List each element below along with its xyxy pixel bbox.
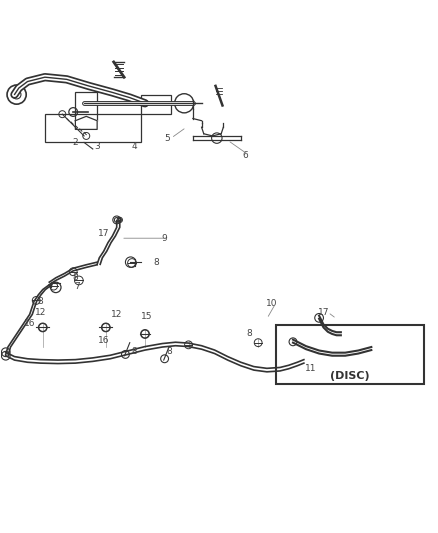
Text: 8: 8	[153, 257, 159, 266]
Text: 8: 8	[73, 273, 78, 282]
Circle shape	[12, 90, 21, 99]
Text: 17: 17	[318, 308, 329, 317]
Text: 8: 8	[131, 347, 137, 356]
Text: 2: 2	[73, 138, 78, 147]
Bar	[141, 94, 171, 114]
Text: 5: 5	[164, 134, 170, 143]
Text: 9: 9	[162, 233, 167, 243]
Text: (DISC): (DISC)	[330, 371, 369, 381]
Text: 7: 7	[74, 281, 81, 290]
Text: 11: 11	[305, 364, 316, 373]
Text: 15: 15	[141, 312, 153, 321]
Text: 8: 8	[247, 329, 252, 338]
Bar	[45, 114, 141, 142]
Text: 12: 12	[111, 310, 122, 319]
Text: 8: 8	[38, 297, 43, 306]
Text: 6: 6	[242, 151, 248, 160]
Text: 8: 8	[166, 347, 172, 356]
Text: 16: 16	[98, 336, 110, 345]
Bar	[276, 325, 424, 384]
Text: 3: 3	[94, 142, 100, 151]
Polygon shape	[75, 116, 97, 130]
Text: 17: 17	[98, 229, 110, 238]
Text: 16: 16	[24, 319, 35, 328]
Bar	[75, 92, 97, 120]
Text: 12: 12	[35, 308, 46, 317]
Text: 4: 4	[131, 142, 137, 151]
Text: 10: 10	[265, 299, 277, 308]
